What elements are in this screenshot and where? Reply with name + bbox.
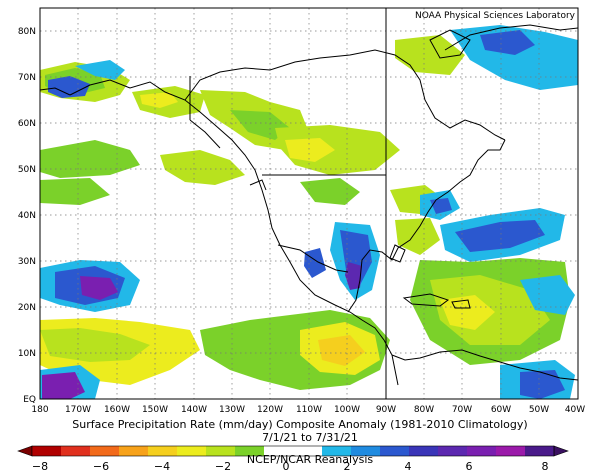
colorbar-label: 2 bbox=[344, 460, 351, 473]
anomaly-patch bbox=[455, 220, 545, 252]
anomaly-patch bbox=[300, 178, 360, 205]
colorbar-swatch bbox=[119, 446, 149, 456]
lon-label: 120W bbox=[257, 405, 283, 415]
map-title: Surface Precipitation Rate (mm/day) Comp… bbox=[72, 418, 527, 431]
colorbar-label: −4 bbox=[154, 460, 170, 473]
anomaly-patch bbox=[42, 372, 85, 399]
anomaly-patch bbox=[140, 92, 178, 108]
anomaly-patch bbox=[520, 275, 575, 315]
colorbar-swatch bbox=[525, 446, 555, 456]
anomaly-patch bbox=[395, 35, 465, 75]
lon-label: 70W bbox=[452, 405, 472, 415]
colorbar-swatch bbox=[90, 446, 120, 456]
colorbar-swatch bbox=[322, 446, 352, 456]
colorbar-swatch bbox=[467, 446, 497, 456]
colorbar-label: −6 bbox=[93, 460, 109, 473]
anomaly-field bbox=[40, 25, 578, 399]
anomaly-patch bbox=[40, 140, 140, 178]
lon-label: 100W bbox=[334, 405, 360, 415]
colorbar-swatch bbox=[496, 446, 526, 456]
lat-label: 40N bbox=[18, 211, 36, 221]
colorbar bbox=[17, 445, 569, 457]
colorbar-swatch bbox=[264, 446, 294, 456]
lon-label: 40W bbox=[565, 405, 585, 415]
lat-labels: 80N 70N 60N 50N 40N 30N 20N 10N EQ bbox=[18, 27, 36, 405]
map-source: NCEP/NCAR Reanalysis bbox=[247, 453, 373, 466]
colorbar-swatch bbox=[351, 446, 381, 456]
anomaly-patch bbox=[285, 138, 335, 162]
colorbar-swatch bbox=[293, 446, 323, 456]
colorbar-swatch bbox=[235, 446, 265, 456]
colorbar-swatch bbox=[380, 446, 410, 456]
lon-label: 140W bbox=[181, 405, 207, 415]
lat-label: 70N bbox=[18, 73, 36, 83]
lat-label: 10N bbox=[18, 349, 36, 359]
lon-label: 80W bbox=[414, 405, 434, 415]
colorbar-label: −8 bbox=[32, 460, 48, 473]
lon-label: 150W bbox=[142, 405, 168, 415]
anomaly-patch bbox=[40, 178, 110, 205]
coastlines bbox=[40, 24, 578, 386]
anomaly-patch bbox=[430, 198, 452, 214]
anomaly-patch bbox=[304, 248, 326, 278]
credit-text: NOAA Physical Sciences Laboratory bbox=[415, 11, 576, 21]
map-frame bbox=[39, 7, 579, 400]
colorbar-label: 6 bbox=[466, 460, 473, 473]
lon-label: 180 bbox=[31, 405, 48, 415]
colorbar-swatch bbox=[438, 446, 468, 456]
lat-label: 30N bbox=[18, 257, 36, 267]
colorbar-label: −2 bbox=[215, 460, 231, 473]
anomaly-patch bbox=[40, 328, 150, 362]
map-date-range: 7/1/21 to 7/31/21 bbox=[262, 431, 358, 444]
lat-label: 20N bbox=[18, 303, 36, 313]
lon-label: 110W bbox=[296, 405, 322, 415]
colorbar-arrow-left bbox=[17, 445, 33, 457]
anomaly-patch bbox=[80, 276, 118, 300]
anomaly-patch bbox=[48, 76, 90, 98]
colorbar-swatch bbox=[32, 446, 62, 456]
lon-label: 60W bbox=[491, 405, 511, 415]
lat-label: 80N bbox=[18, 27, 36, 37]
colorbar-arrow-right bbox=[553, 445, 569, 457]
anomaly-patch bbox=[318, 335, 365, 366]
borders bbox=[189, 8, 387, 399]
lon-label: 160W bbox=[104, 405, 130, 415]
lat-label: 50N bbox=[18, 165, 36, 175]
anomaly-patch bbox=[345, 262, 362, 290]
lon-labels: 180 170W 160W 150W 140W 130W 120W 110W 1… bbox=[31, 405, 585, 415]
anomaly-patch bbox=[75, 60, 125, 80]
anomaly-patch bbox=[520, 370, 565, 399]
lon-label: 130W bbox=[219, 405, 245, 415]
colorbar-labels: −8 −6 −4 −2 0 2 4 6 8 bbox=[32, 460, 549, 473]
lon-label: 90W bbox=[376, 405, 396, 415]
anomaly-patch bbox=[450, 25, 578, 90]
colorbar-swatch bbox=[177, 446, 207, 456]
lon-label: 50W bbox=[529, 405, 549, 415]
colorbar-label: 8 bbox=[542, 460, 549, 473]
anomaly-patch bbox=[480, 30, 535, 55]
anomaly-patch bbox=[275, 125, 400, 175]
lon-label: 170W bbox=[65, 405, 91, 415]
colorbar-label: 0 bbox=[283, 460, 290, 473]
lat-label: 60N bbox=[18, 119, 36, 129]
lat-label: EQ bbox=[23, 395, 36, 405]
colorbar-swatch bbox=[206, 446, 236, 456]
anomaly-patch bbox=[230, 110, 290, 140]
colorbar-label: 4 bbox=[405, 460, 412, 473]
colorbar-swatch bbox=[148, 446, 178, 456]
colorbar-swatch bbox=[409, 446, 439, 456]
anomaly-patch bbox=[395, 218, 440, 255]
anomaly-patch bbox=[160, 150, 245, 185]
colorbar-frame bbox=[31, 445, 555, 457]
colorbar-swatch bbox=[61, 446, 91, 456]
anomaly-patch bbox=[440, 295, 495, 330]
